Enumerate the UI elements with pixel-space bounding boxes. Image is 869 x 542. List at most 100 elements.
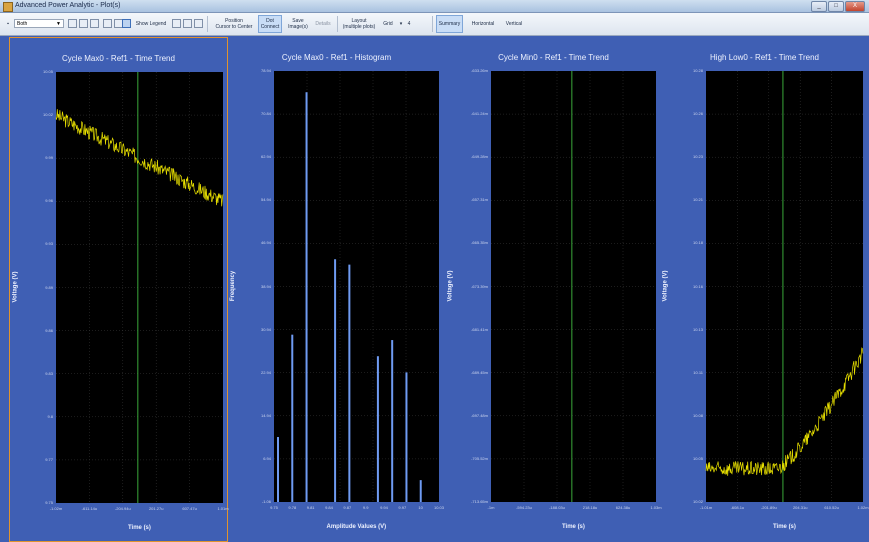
panel-title: Cycle Max0 - Ref1 - Histogram bbox=[281, 53, 392, 62]
x-axis-label: Time (s) bbox=[562, 524, 585, 530]
legend-color-icon[interactable] bbox=[183, 19, 192, 28]
y-tick-label: 9.93 bbox=[45, 241, 53, 247]
plot-area bbox=[491, 71, 656, 502]
legend-style-icon[interactable] bbox=[194, 19, 203, 28]
trend-line bbox=[55, 109, 224, 207]
y-tick-label: 46.94 bbox=[260, 240, 271, 246]
y-tick-label: -697.48m bbox=[471, 412, 488, 418]
mode-select[interactable]: Both ▼ bbox=[14, 19, 64, 28]
y-tick-label: -713.65m bbox=[471, 499, 488, 504]
y-tick-label: -657.31m bbox=[471, 197, 488, 203]
grid-label: Grid bbox=[383, 21, 393, 27]
window-controls: _ □ X bbox=[811, 1, 865, 12]
horizontal-tab[interactable]: Horizontal bbox=[471, 21, 495, 27]
y-tick-label: 10.11 bbox=[693, 369, 703, 375]
y-tick-label: 9.75 bbox=[45, 500, 53, 505]
zoom-out-icon[interactable] bbox=[79, 19, 88, 28]
plot-panel-histogram[interactable]: Cycle Max0 - Ref1 - Histogram 78.94 70.84 6… bbox=[228, 37, 445, 542]
y-tick-label: 10.13 bbox=[692, 326, 703, 332]
plot-svg bbox=[274, 71, 439, 502]
x-tick-label: 218.18u bbox=[582, 505, 598, 510]
x-tick-label: -594.23u bbox=[516, 505, 532, 510]
y-tick-label: 54.94 bbox=[260, 197, 271, 203]
plot-panel-high-low-trend[interactable]: High Low0 - Ref1 - Time Trend 10.28 10.26 1… bbox=[660, 37, 869, 542]
position-cursor-button[interactable]: Position Cursor to Center bbox=[215, 18, 253, 30]
y-tick-label: 30.94 bbox=[260, 326, 271, 332]
x-tick-label: 607.47u bbox=[182, 506, 197, 511]
y-tick-label: 62.94 bbox=[260, 154, 271, 160]
x-tick-label: -188.03u bbox=[549, 505, 565, 510]
grid-count[interactable]: 4 bbox=[407, 21, 411, 27]
x-tick-label: 9.81 bbox=[306, 505, 315, 510]
y-tick-label: 14.94 bbox=[260, 412, 271, 418]
vertical-tab[interactable]: Vertical bbox=[505, 21, 523, 27]
x-tick-label: 10 bbox=[418, 505, 423, 510]
x-tick-label: 1.02m bbox=[857, 505, 869, 510]
crosshair-icon[interactable] bbox=[122, 19, 131, 28]
maximize-button[interactable]: □ bbox=[828, 1, 844, 12]
x-tick-label: -201.89u bbox=[760, 505, 777, 510]
dot-connect-button[interactable]: Dot Connect bbox=[258, 15, 282, 33]
y-tick-label: 9.86 bbox=[45, 327, 53, 333]
y-tick-label: 9.89 bbox=[45, 284, 53, 290]
y-tick-label: -689.45m bbox=[471, 369, 488, 375]
y-tick-label: 10.02 bbox=[42, 112, 53, 118]
save-images-button[interactable]: Save Image(s) bbox=[288, 18, 308, 30]
minimize-button[interactable]: _ bbox=[811, 1, 827, 12]
y-tick-label: 10.28 bbox=[692, 68, 703, 73]
x-tick-label: -611.14u bbox=[81, 506, 98, 511]
y-tick-label: 22.94 bbox=[260, 369, 271, 375]
histogram-bar bbox=[334, 259, 337, 502]
toolbar-grip: ▪ bbox=[7, 21, 9, 27]
zoom-in-icon[interactable] bbox=[68, 19, 77, 28]
panel-title: Cycle Max0 - Ref1 - Time Trend bbox=[62, 54, 175, 63]
x-tick-label: 624.38u bbox=[615, 505, 631, 510]
y-tick-label: 10.21 bbox=[692, 197, 703, 203]
y-axis-label: Frequency bbox=[230, 270, 237, 301]
y-tick-label: 9.96 bbox=[45, 198, 53, 204]
app-icon bbox=[3, 2, 13, 12]
plot-area bbox=[274, 71, 439, 502]
x-tick-label: 204.31u bbox=[792, 505, 808, 510]
y-tick-label: 10.05 bbox=[42, 69, 53, 74]
trend-line bbox=[705, 347, 864, 476]
pan-icon[interactable] bbox=[103, 19, 112, 28]
grid-arrow-icon[interactable]: ▾ bbox=[399, 21, 403, 27]
x-tick-label: 9.84 bbox=[325, 505, 333, 510]
y-tick-label: -705.52m bbox=[471, 455, 488, 461]
y-tick-label: 9.77 bbox=[45, 456, 53, 462]
window-title: Advanced Power Analytic - Plot(s) bbox=[15, 2, 121, 9]
x-tick-label: 1.01m bbox=[217, 506, 229, 511]
show-legend-toggle[interactable]: Show Legend bbox=[135, 21, 167, 27]
x-tick-label: 610.52u bbox=[824, 505, 839, 510]
y-tick-label: 10.05 bbox=[692, 455, 703, 461]
x-tick-label: 201.27u bbox=[148, 506, 164, 511]
toolbar: ▪ Both ▼ Show Legend Position Cursor to … bbox=[0, 13, 869, 36]
x-tick-label: -204.94u bbox=[114, 506, 131, 511]
legend-bars-icon[interactable] bbox=[172, 19, 181, 28]
y-tick-label: -633.26m bbox=[471, 68, 488, 73]
toolbar-separator bbox=[337, 16, 338, 32]
histogram-bar bbox=[348, 264, 351, 502]
x-tick-label: 9.78 bbox=[288, 505, 297, 510]
x-axis-label: Time (s) bbox=[773, 524, 796, 530]
x-tick-label: 9.75 bbox=[270, 505, 278, 510]
y-tick-label: 10.02 bbox=[692, 499, 703, 504]
histogram-bar bbox=[419, 480, 422, 502]
details-button[interactable]: Details bbox=[315, 21, 331, 27]
plot-svg bbox=[55, 72, 224, 503]
close-button[interactable]: X bbox=[845, 1, 865, 12]
plot-panel-cycle-max-trend[interactable]: Cycle Max0 - Ref1 - Time Trend 10.05 10.02… bbox=[9, 37, 229, 542]
x-tick-label: 1.03m bbox=[650, 505, 662, 510]
plot-panel-cycle-min-trend[interactable]: Cycle Min0 - Ref1 - Time Trend -633.26m -6… bbox=[445, 37, 662, 542]
x-tick-label: -1.01m bbox=[699, 505, 713, 510]
summary-tab[interactable]: Summary bbox=[436, 15, 463, 33]
plot-area bbox=[55, 72, 224, 503]
y-tick-label: -649.28m bbox=[471, 154, 488, 160]
layout-button[interactable]: Layout (multiple plots) bbox=[342, 18, 376, 30]
histogram-bar bbox=[277, 437, 279, 502]
x-tick-label: -608.1u bbox=[730, 505, 745, 510]
zoom-fit-icon[interactable] bbox=[90, 19, 99, 28]
y-tick-label: 10.16 bbox=[692, 283, 703, 289]
y-axis-label: Voltage (V) bbox=[447, 270, 454, 301]
